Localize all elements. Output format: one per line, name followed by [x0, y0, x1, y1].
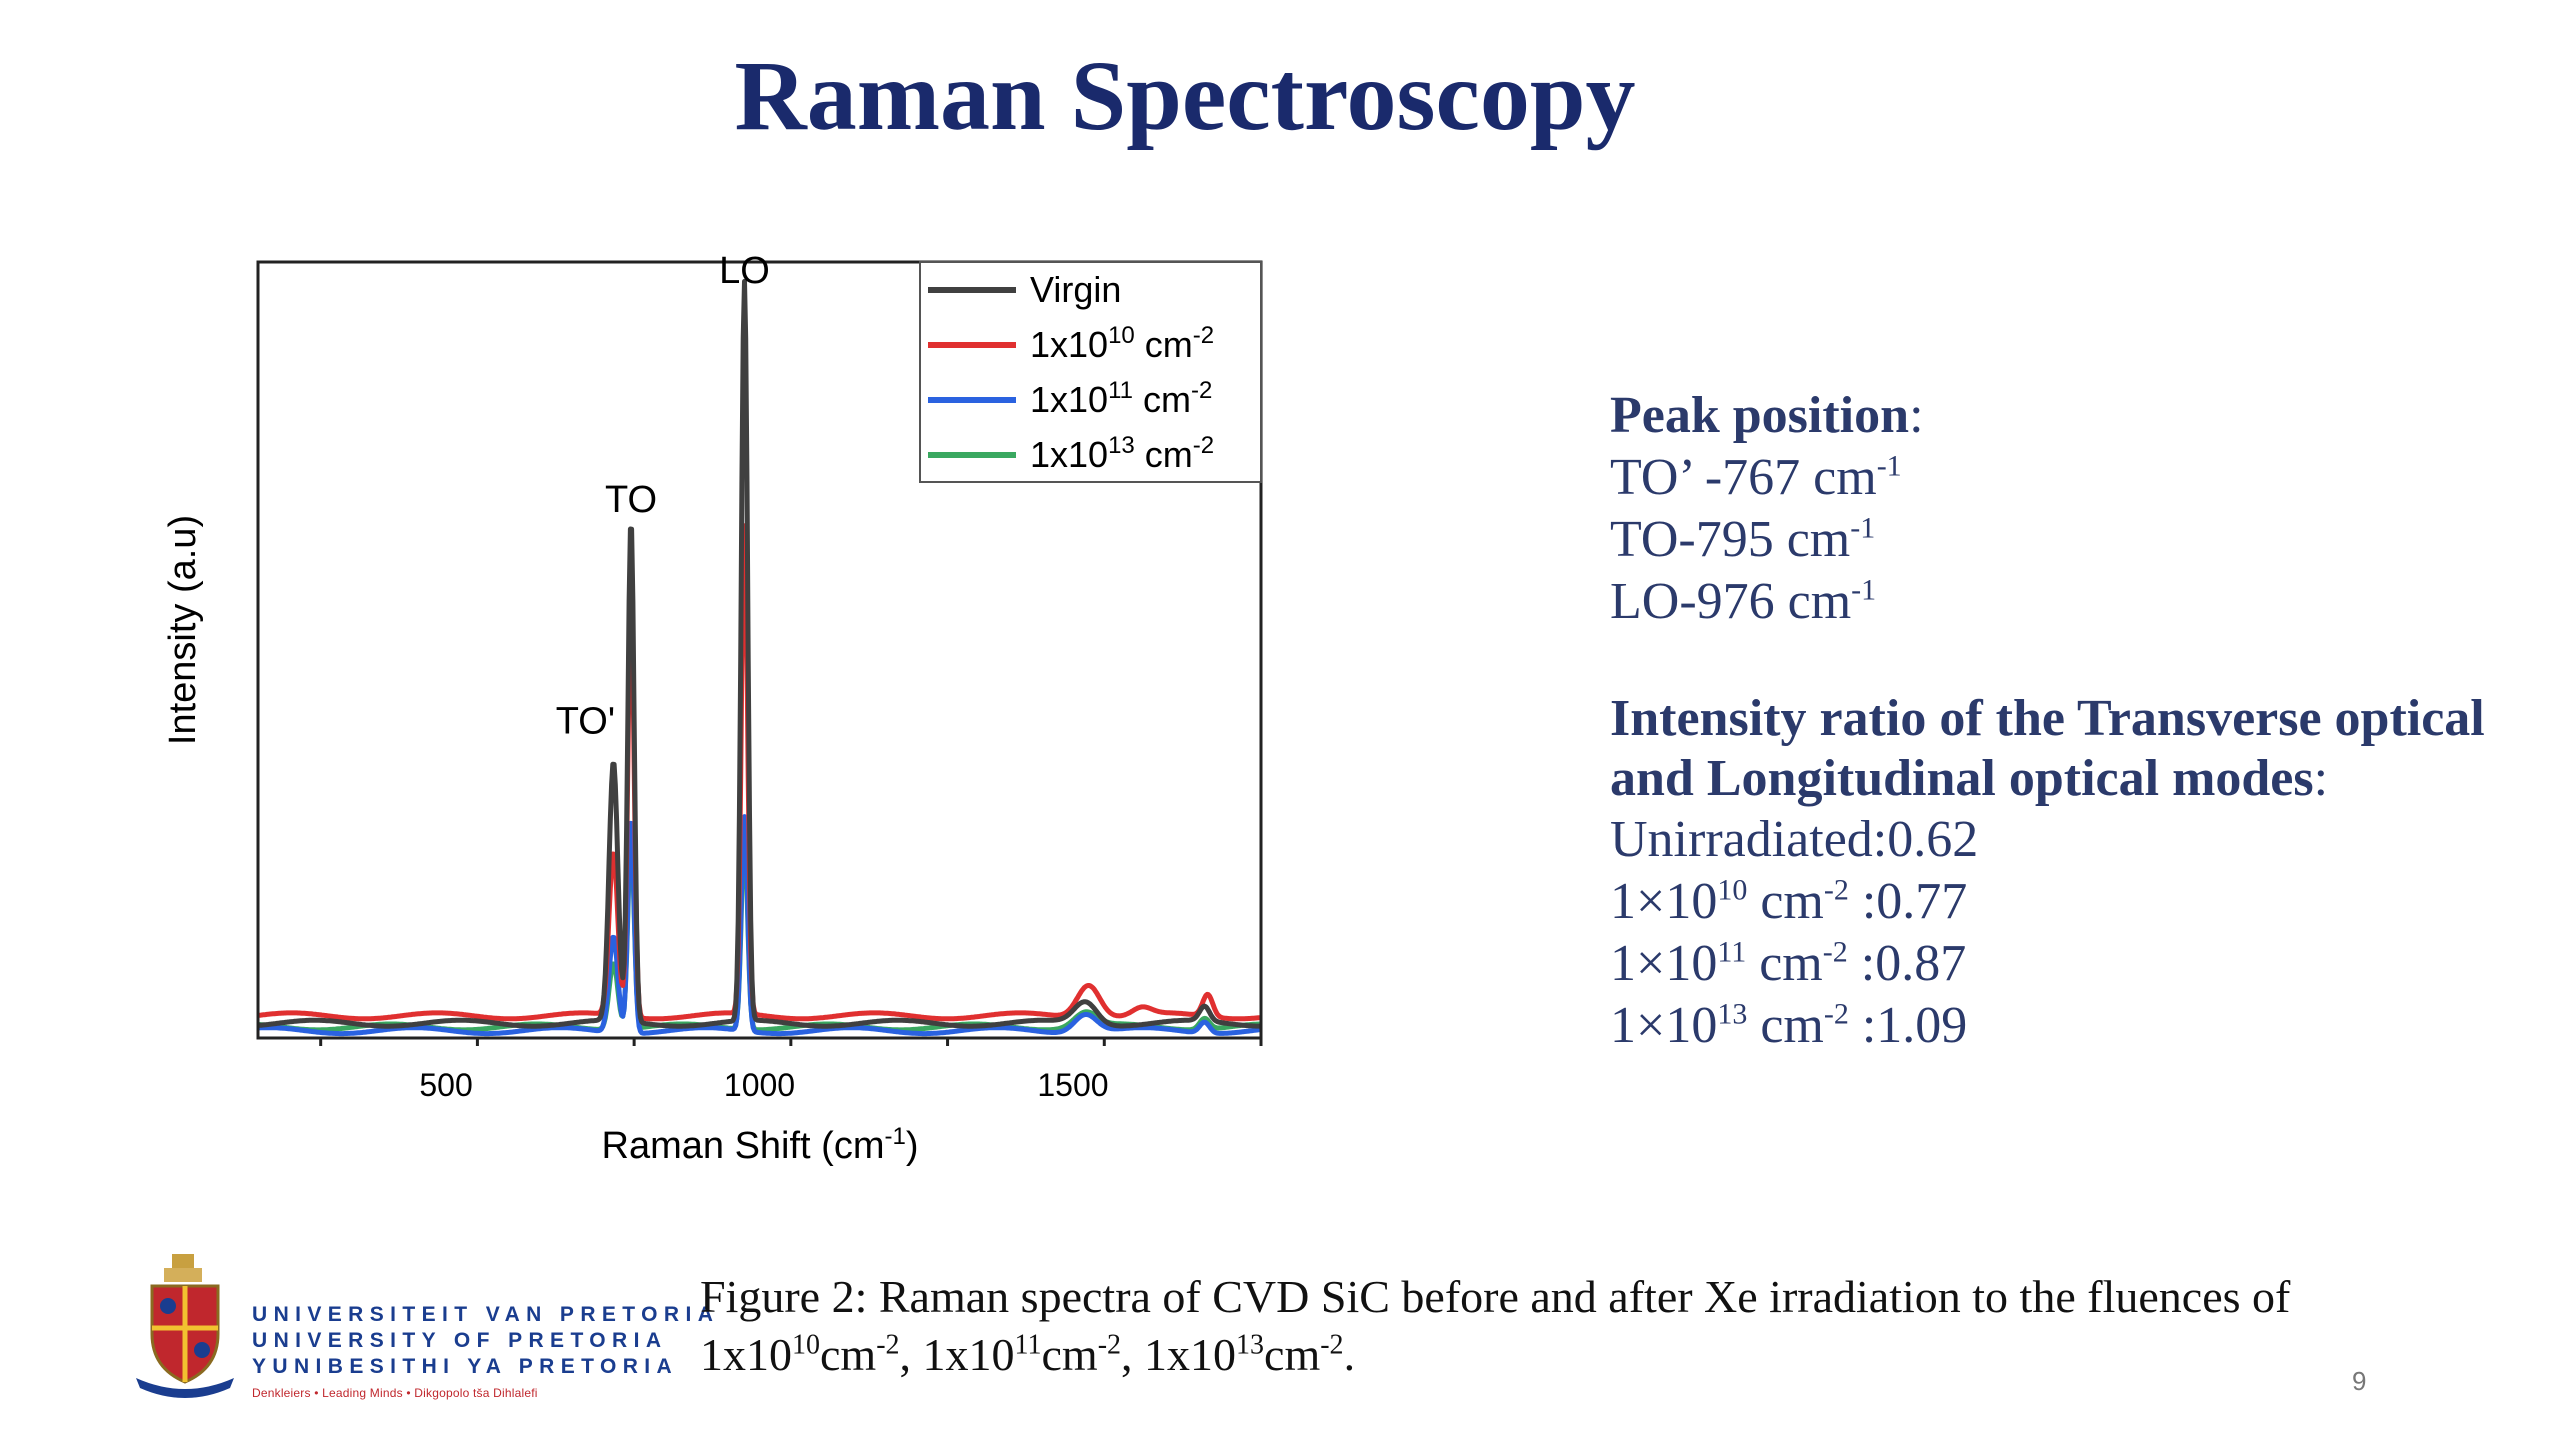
series-line-1 — [256, 523, 1263, 1022]
y-axis-label: Intensity (a.u) — [162, 515, 204, 745]
crest-icon — [136, 1254, 234, 1398]
plot-frame — [256, 260, 1263, 1040]
x-tick-label: 1000 — [724, 1067, 795, 1103]
ratio-1e13: 1×1013 cm-2 :1.09 — [1610, 997, 1968, 1054]
legend-box — [919, 261, 1262, 483]
legend-label-3: 1x1013 cm-2 — [1030, 432, 1214, 475]
peak-label-1: TO — [605, 479, 657, 521]
raman-spectra-chart: 500 1000 1500 LO TO TO' Virgin 1x1010 cm-2 1x1… — [162, 250, 1263, 1167]
uni-name-afrikaans: UNIVERSITEIT VAN PRETORIA — [252, 1303, 720, 1326]
peak-to: TO-795 cm-1 — [1610, 511, 1876, 568]
ratio-unirradiated: Unirradiated:0.62 — [1610, 811, 1979, 868]
slide-title: Raman Spectroscopy — [734, 40, 1636, 151]
figure-caption: Figure 2: Raman spectra of CVD SiC befor… — [700, 1268, 2520, 1384]
series-line-3 — [256, 834, 1263, 1033]
university-crest-logo — [130, 1250, 240, 1405]
chart-legend: Virgin 1x1010 cm-2 1x1011 cm-2 1x1013 cm-2 — [919, 261, 1262, 483]
ratio-1e11: 1×1011 cm-2 :0.87 — [1610, 935, 1967, 992]
uni-name-english: UNIVERSITY OF PRETORIA — [252, 1329, 668, 1352]
ratio-heading-line2: and Longitudinal optical modes: — [1610, 750, 2329, 807]
legend-label-2: 1x1011 cm-2 — [1030, 377, 1212, 420]
peak-label-2: TO' — [556, 701, 615, 743]
series-line-2 — [256, 814, 1263, 1037]
x-tick-label: 500 — [419, 1067, 472, 1103]
series-line-0 — [256, 278, 1263, 1029]
peak-label-0: LO — [719, 250, 770, 292]
university-name: UNIVERSITEIT VAN PRETORIA UNIVERSITY OF … — [252, 1302, 719, 1380]
notes-panel: Peak position: TO’ -767 cm-1 TO-795 cm-1… — [1610, 385, 2510, 1057]
spectra-lines — [256, 278, 1263, 1037]
peak-lo: LO-976 cm-1 — [1610, 573, 1877, 630]
university-motto: Denkleiers • Leading Minds • Dikgopolo t… — [252, 1386, 538, 1400]
uni-name-sepedi: YUNIBESITHI YA PRETORIA — [252, 1355, 679, 1378]
ratio-1e10: 1×1010 cm-2 :0.77 — [1610, 873, 1968, 930]
ratio-heading-line1: Intensity ratio of the Transverse optica… — [1610, 690, 2485, 747]
peak-heading: Peak position: — [1610, 387, 1924, 444]
x-tick-label: 1500 — [1037, 1067, 1108, 1103]
peak-annotations: LO TO TO' — [556, 250, 770, 743]
legend-label-0: Virgin — [1030, 269, 1121, 310]
peak-to-prime: TO’ -767 cm-1 — [1610, 449, 1902, 506]
legend-label-1: 1x1010 cm-2 — [1030, 322, 1214, 365]
x-axis-label: Raman Shift (cm-1) — [602, 1123, 919, 1167]
x-axis-ticks: 500 1000 1500 — [319, 1038, 1263, 1103]
caption-line-1: Figure 2: Raman spectra of CVD SiC befor… — [700, 1271, 2291, 1322]
page-number: 9 — [2352, 1366, 2367, 1396]
caption-line-2: 1x1010cm-2, 1x1011cm-2, 1x1013cm-2. — [700, 1329, 1356, 1380]
